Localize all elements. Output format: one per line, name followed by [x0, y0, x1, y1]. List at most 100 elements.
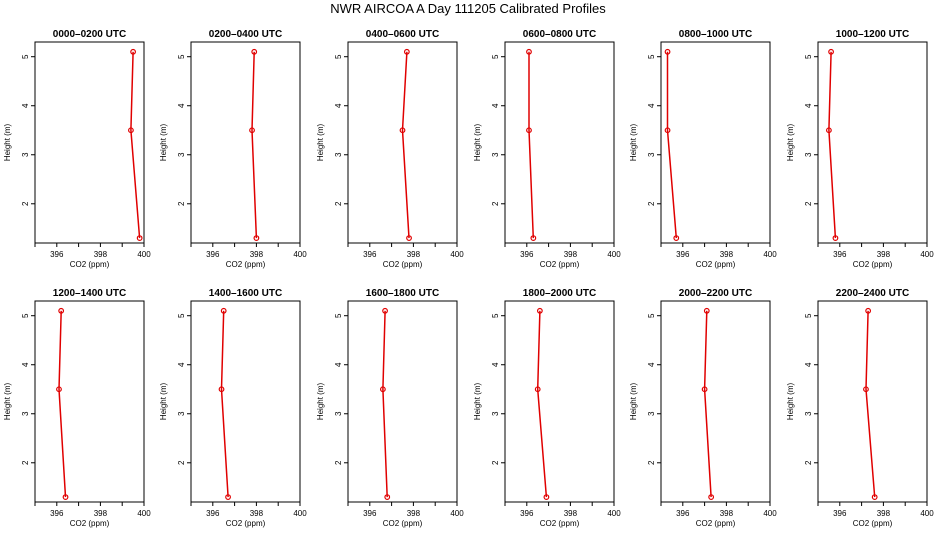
plot-frame	[190, 41, 301, 244]
y-tick-label: 3	[177, 411, 186, 416]
x-tick-label: 398	[564, 250, 578, 259]
x-tick-label: 400	[920, 250, 934, 259]
x-tick-label: 398	[250, 509, 264, 518]
panel-title: 1400–1600 UTC	[209, 288, 282, 299]
x-tick-label: 396	[676, 250, 690, 259]
data-point	[249, 127, 255, 134]
panel-title: 0600–0800 UTC	[523, 29, 596, 40]
y-tick-label: 2	[491, 460, 500, 465]
y-tick-label: 4	[334, 103, 343, 108]
data-point	[406, 235, 412, 241]
y-tick-label: 5	[21, 54, 30, 59]
y-axis-label: Height (m)	[786, 123, 795, 161]
x-axis-label: CO2 (ppm)	[540, 519, 580, 528]
y-tick-label: 4	[804, 103, 813, 108]
plot-frame	[817, 41, 928, 244]
x-tick-label: 398	[407, 250, 421, 259]
data-point	[56, 386, 62, 393]
y-tick-label: 4	[21, 103, 30, 108]
y-tick-label: 5	[647, 54, 656, 59]
y-tick-label: 5	[21, 313, 30, 318]
data-point	[826, 127, 832, 134]
data-point	[62, 494, 69, 500]
y-tick-label: 3	[334, 411, 343, 416]
plot-frame	[504, 300, 615, 503]
y-axis-label: Height (m)	[629, 123, 638, 161]
y-tick-label: 3	[491, 411, 500, 416]
data-point	[225, 494, 231, 500]
x-axis-label: CO2 (ppm)	[696, 260, 736, 269]
y-axis-label: Height (m)	[3, 382, 12, 420]
y-tick-label: 3	[334, 152, 343, 157]
data-point	[382, 307, 388, 314]
data-point	[534, 386, 541, 393]
x-tick-label: 398	[94, 250, 108, 259]
profile-line	[528, 51, 535, 239]
data-point	[664, 127, 671, 134]
profile-line	[251, 51, 258, 239]
x-tick-label: 398	[720, 509, 734, 518]
profile-line	[828, 51, 837, 239]
chart-panel: 1600–1800 UTC 396 398 400 2 3 4 5 CO2 (ppm) Heigh…	[316, 288, 464, 528]
x-axis-label: CO2 (ppm)	[383, 519, 423, 528]
plot-frame	[190, 300, 301, 503]
x-tick-label: 400	[763, 509, 777, 518]
data-point	[220, 307, 227, 314]
x-axis-label: CO2 (ppm)	[70, 519, 110, 528]
data-point	[701, 386, 708, 393]
chart-panel: 1800–2000 UTC 396 398 400 2 3 4 5 CO2 (ppm) Heigh…	[473, 288, 621, 528]
x-tick-label: 396	[833, 509, 847, 518]
panel-title: 1600–1800 UTC	[366, 288, 439, 299]
y-tick-label: 4	[491, 362, 500, 367]
panel-title: 0000–0200 UTC	[53, 29, 126, 40]
y-tick-label: 2	[804, 460, 813, 465]
x-tick-label: 396	[206, 509, 220, 518]
x-tick-label: 400	[763, 250, 777, 259]
y-tick-label: 3	[21, 411, 30, 416]
x-axis-label: CO2 (ppm)	[70, 260, 110, 269]
profile-line	[703, 310, 712, 498]
x-tick-label: 396	[833, 250, 847, 259]
y-axis-label: Height (m)	[3, 123, 12, 161]
x-tick-label: 398	[720, 250, 734, 259]
panel-title: 2000–2200 UTC	[679, 288, 752, 299]
y-tick-label: 3	[491, 152, 500, 157]
plot-frame	[34, 41, 145, 244]
y-tick-label: 3	[177, 152, 186, 157]
y-tick-label: 3	[804, 411, 813, 416]
chart-panel: 1000–1200 UTC 396 398 400 2 3 4 5 CO2 (ppm) Heigh…	[786, 29, 934, 269]
y-tick-label: 3	[804, 152, 813, 157]
data-point	[403, 48, 410, 55]
chart-panel: 1400–1600 UTC 396 398 400 2 3 4 5 CO2 (ppm) Heigh…	[159, 288, 307, 528]
x-tick-label: 400	[137, 250, 151, 259]
y-tick-label: 3	[647, 411, 656, 416]
data-point	[58, 307, 65, 314]
chart-panel: 0200–0400 UTC 396 398 400 2 3 4 5 CO2 (ppm) Heigh…	[159, 29, 307, 269]
data-point	[863, 386, 869, 393]
profile-line	[536, 310, 548, 498]
panel-title: 1000–1200 UTC	[836, 29, 909, 40]
data-point	[253, 235, 260, 241]
y-tick-label: 2	[334, 201, 343, 206]
data-point	[865, 307, 872, 314]
chart-panel: 2200–2400 UTC 396 398 400 2 3 4 5 CO2 (ppm) Heigh…	[786, 288, 934, 528]
y-tick-label: 5	[177, 313, 186, 318]
x-tick-label: 396	[206, 250, 220, 259]
y-tick-label: 2	[647, 460, 656, 465]
plot-frame	[347, 300, 458, 503]
y-tick-label: 5	[491, 54, 500, 59]
plot-frame	[34, 300, 145, 503]
y-tick-label: 4	[647, 362, 656, 367]
x-tick-label: 400	[450, 250, 464, 259]
y-tick-label: 4	[334, 362, 343, 367]
x-tick-label: 400	[450, 509, 464, 518]
data-point	[379, 386, 386, 393]
profile-line	[666, 51, 678, 239]
x-tick-label: 396	[363, 250, 377, 259]
y-axis-label: Height (m)	[316, 123, 325, 161]
x-tick-label: 398	[94, 509, 108, 518]
x-axis-label: CO2 (ppm)	[383, 260, 423, 269]
panel-title: 2200–2400 UTC	[836, 288, 909, 299]
profile-line	[382, 310, 388, 498]
panel-title: 1800–2000 UTC	[523, 288, 596, 299]
